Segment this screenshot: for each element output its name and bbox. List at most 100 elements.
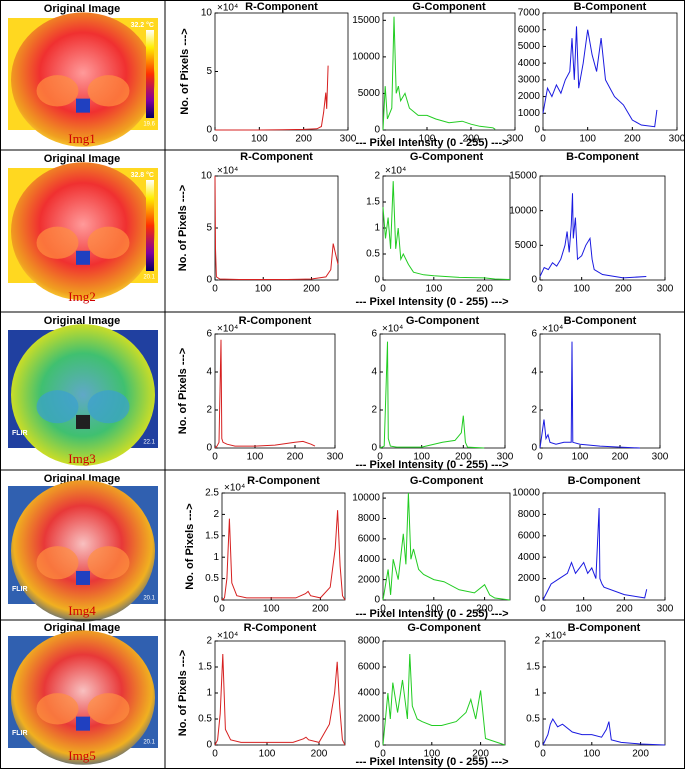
histogram-line	[542, 507, 648, 601]
x-tick-label: 100	[572, 452, 589, 463]
x-tick-label: 200	[615, 284, 632, 295]
image-overlay-text: 22.1	[143, 440, 155, 446]
x-tick-label: 100	[425, 604, 442, 615]
y-axis-label: No. of Pixels --->	[177, 185, 189, 272]
thermal-breast	[87, 693, 130, 725]
image-title: Original Image	[44, 315, 120, 327]
x-tick-label: 100	[423, 749, 440, 760]
image-overlay-text: 19.6	[143, 122, 155, 128]
color-scale	[146, 30, 154, 118]
histogram-line	[221, 510, 346, 601]
y-tick-label: 5	[206, 66, 212, 77]
thermal-body	[11, 324, 155, 466]
thermal-breast	[87, 390, 130, 424]
y-tick-label: 2	[374, 171, 380, 182]
histogram-line	[215, 65, 329, 131]
image-label: Img1	[68, 131, 95, 146]
y-multiplier: ×10⁴	[217, 631, 238, 642]
y-tick-label: 6000	[518, 24, 541, 35]
x-tick-label: 0	[212, 749, 218, 760]
x-tick-label: 100	[251, 134, 268, 145]
thermal-body	[11, 162, 155, 301]
plot-frame	[379, 333, 506, 449]
x-tick-label: 0	[212, 134, 218, 145]
x-tick-label: 100	[413, 452, 430, 463]
x-tick-label: 100	[419, 134, 436, 145]
x-tick-label: 100	[425, 284, 442, 295]
chart-title: G-Component	[406, 315, 480, 327]
x-tick-label: 100	[263, 604, 280, 615]
thermal-body	[11, 12, 155, 147]
x-tick-label: 0	[219, 604, 225, 615]
plot-frame	[214, 12, 349, 131]
y-axis-label: No. of Pixels --->	[177, 650, 189, 737]
y-axis-label: No. of Pixels --->	[177, 348, 189, 435]
image-overlay-text: FLIR	[12, 730, 28, 737]
histogram-line	[382, 492, 511, 601]
x-tick-label: 0	[537, 284, 543, 295]
y-tick-label: 10	[201, 171, 213, 182]
y-tick-label: 8000	[358, 636, 381, 647]
y-tick-label: 6000	[358, 533, 381, 544]
y-tick-label: 0.5	[366, 249, 380, 260]
y-tick-label: 0	[531, 443, 537, 454]
image-overlay-text: 20.1	[143, 740, 155, 746]
x-tick-label: 300	[657, 604, 674, 615]
image-overlay-text: FLIR	[12, 586, 28, 593]
x-axis-label: --- Pixel Intensity (0 - 255) --->	[355, 137, 508, 149]
y-tick-label: 8000	[358, 513, 381, 524]
y-tick-label: 2000	[358, 714, 381, 725]
y-multiplier: ×10⁴	[545, 631, 566, 642]
y-multiplier: ×10⁴	[224, 483, 245, 494]
histogram-line	[539, 193, 647, 279]
y-multiplier: ×10⁴	[217, 166, 238, 177]
y-tick-label: 6	[371, 329, 377, 340]
y-tick-label: 0	[374, 275, 380, 286]
histogram-line	[379, 341, 485, 449]
image-overlay-text: 32.2 °C	[131, 21, 154, 29]
plot-frame	[221, 492, 346, 601]
x-tick-label: 200	[287, 452, 304, 463]
histogram-line	[542, 26, 658, 128]
y-multiplier: ×10⁴	[542, 324, 563, 335]
y-tick-label: 4	[371, 367, 377, 378]
thermal-body	[11, 480, 155, 622]
y-tick-label: 0.5	[205, 573, 219, 584]
x-tick-label: 0	[377, 452, 383, 463]
x-tick-label: 0	[540, 604, 546, 615]
x-tick-label: 200	[295, 134, 312, 145]
y-tick-label: 5000	[515, 240, 538, 251]
y-tick-label: 1.5	[526, 662, 540, 673]
image-label: Img5	[68, 748, 95, 763]
y-tick-label: 0	[206, 740, 212, 751]
y-tick-label: 1.5	[366, 197, 380, 208]
y-tick-label: 2000	[358, 574, 381, 585]
chart-title: R-Component	[245, 1, 318, 13]
y-tick-label: 5	[206, 223, 212, 234]
image-label: Img3	[68, 451, 95, 466]
x-tick-label: 200	[312, 604, 329, 615]
x-tick-label: 200	[311, 749, 328, 760]
image-overlay-text: 32.8 °C	[131, 171, 154, 179]
histogram-line	[539, 341, 641, 449]
y-tick-label: 0	[534, 595, 540, 606]
y-tick-label: 4	[206, 367, 212, 378]
y-tick-label: 4000	[518, 552, 541, 563]
y-tick-label: 0	[534, 740, 540, 751]
x-tick-label: 200	[455, 452, 472, 463]
x-axis-label: --- Pixel Intensity (0 - 255) --->	[355, 608, 508, 620]
y-multiplier: ×10⁴	[385, 166, 406, 177]
y-tick-label: 1	[206, 688, 212, 699]
chart-title: G-Component	[410, 151, 484, 163]
y-tick-label: 7000	[518, 8, 541, 19]
y-tick-label: 4000	[358, 688, 381, 699]
x-tick-label: 0	[380, 604, 386, 615]
histogram-line	[214, 653, 346, 746]
y-tick-label: 2.5	[205, 488, 219, 499]
thermal-body	[11, 630, 155, 765]
x-tick-label: 100	[573, 284, 590, 295]
histogram-line	[382, 16, 496, 131]
y-tick-label: 10	[201, 8, 213, 19]
image-label: Img4	[68, 603, 96, 618]
